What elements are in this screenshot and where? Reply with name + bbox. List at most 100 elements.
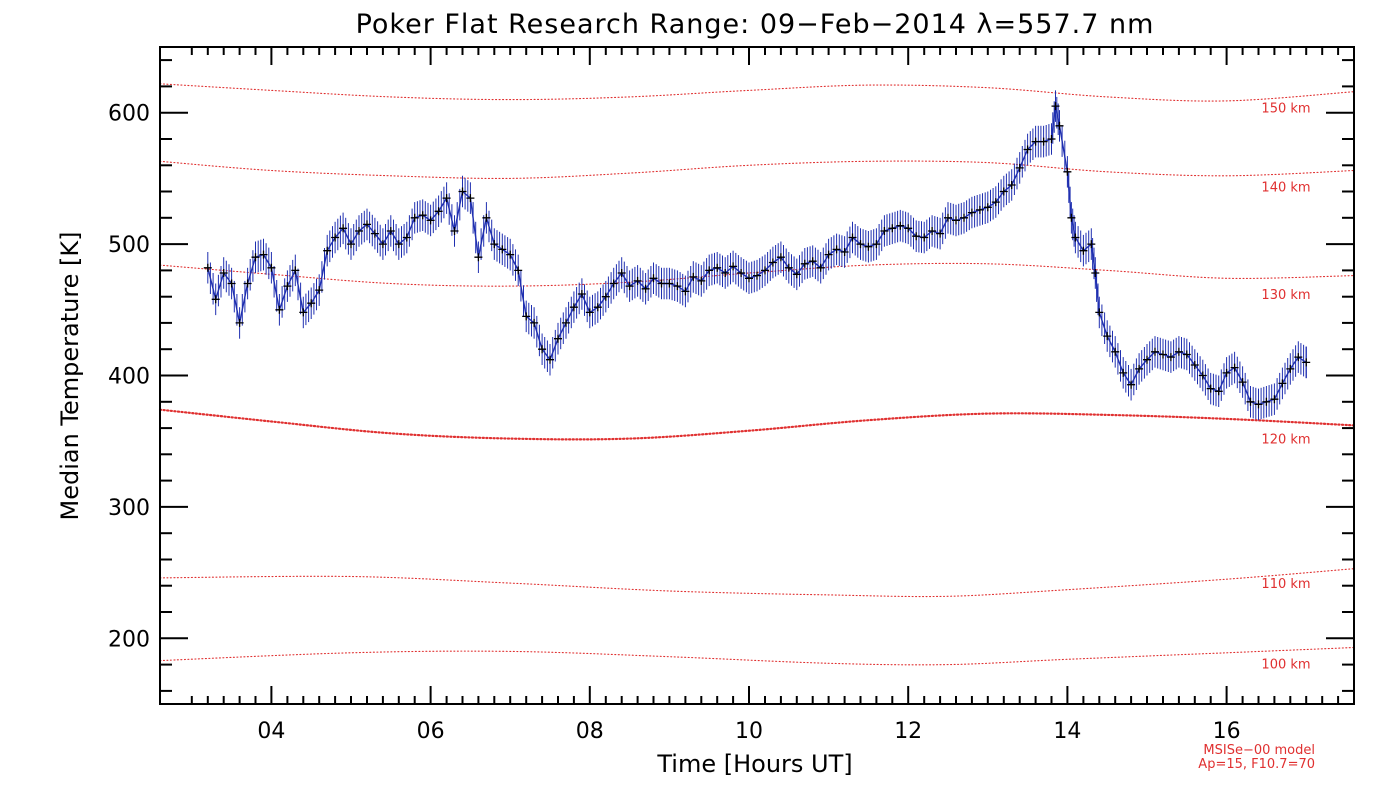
- data-point-marker: [1091, 269, 1100, 277]
- data-point-marker: [745, 274, 753, 283]
- data-point-marker: [967, 208, 976, 217]
- data-point-marker: [975, 205, 984, 214]
- x-tick-label: 16: [1213, 719, 1241, 744]
- data-point-marker: [426, 216, 435, 225]
- data-point-marker: [1270, 395, 1279, 404]
- y-axis-label: Median Temperature [K]: [56, 231, 84, 520]
- altitude-label: 120 km: [1261, 433, 1310, 448]
- data-point-marker: [928, 227, 937, 235]
- data-point-marker: [370, 229, 379, 238]
- data-point-marker: [1103, 332, 1112, 341]
- data-point-marker: [394, 240, 403, 249]
- data-point-marker: [832, 245, 841, 254]
- data-point-marker: [617, 269, 626, 277]
- data-point-marker: [904, 224, 913, 233]
- data-point-marker: [936, 229, 945, 238]
- data-point-marker: [227, 279, 236, 288]
- data-point-marker: [888, 224, 897, 233]
- data-point-marker: [880, 227, 889, 235]
- data-point-marker: [1166, 353, 1175, 362]
- data-point-marker: [1206, 384, 1215, 393]
- x-axis-ticks: 04 06 08 10 12 14 16: [190, 47, 1355, 744]
- data-point-marker: [1067, 213, 1076, 222]
- data-point-marker: [1182, 350, 1191, 359]
- y-tick-label: 400: [108, 365, 150, 390]
- data-point-marker: [402, 233, 411, 242]
- model-curve-100-km: [159, 646, 1355, 666]
- data-point-marker: [211, 295, 220, 304]
- x-tick-label: 12: [894, 719, 922, 744]
- data-point-marker: [1286, 364, 1295, 373]
- data-point-marker: [1238, 378, 1247, 387]
- data-point-marker: [960, 213, 968, 222]
- data-point-marker: [952, 216, 960, 225]
- model-curve-110-km: [159, 568, 1355, 598]
- x-axis-label: Time [Hours UT]: [656, 750, 852, 778]
- chart-title: Poker Flat Research Range: 09−Feb−2014 λ…: [356, 9, 1155, 40]
- data-point-marker: [235, 318, 244, 327]
- data-point-marker: [1023, 145, 1032, 154]
- data-point-marker: [1095, 308, 1104, 317]
- data-point-marker: [657, 279, 666, 288]
- data-point-marker: [753, 271, 761, 280]
- data-point-marker: [920, 233, 929, 242]
- data-point-marker: [203, 263, 212, 272]
- data-point-marker: [1246, 397, 1255, 406]
- model-curve-150-km: [159, 83, 1355, 102]
- altitude-label: 110 km: [1261, 577, 1310, 592]
- altitude-label: 130 km: [1261, 288, 1310, 303]
- data-point-marker: [418, 211, 427, 220]
- data-point-marker: [474, 253, 483, 262]
- data-point-marker: [1051, 102, 1060, 111]
- data-point-marker: [434, 207, 443, 216]
- data-point-marker: [267, 263, 276, 272]
- data-point-marker: [761, 266, 769, 275]
- y-tick-label: 500: [108, 233, 150, 258]
- data-point-marker: [1262, 397, 1271, 406]
- model-curve-120-km: [158, 408, 1356, 441]
- data-point-marker: [1254, 400, 1263, 409]
- altitude-label: 140 km: [1261, 180, 1310, 195]
- data-point-marker: [1007, 181, 1016, 189]
- data-point-marker: [872, 240, 881, 249]
- data-point-marker: [378, 240, 387, 249]
- data-point-marker: [442, 194, 451, 203]
- temperature-series: [203, 90, 1311, 421]
- data-point-marker: [609, 279, 618, 288]
- data-point-marker: [1079, 246, 1088, 255]
- x-tick-label: 14: [1053, 719, 1081, 744]
- data-point-marker: [315, 286, 324, 295]
- data-point-marker: [800, 259, 809, 268]
- model-annotation-line1: MSISe−00 model: [1203, 743, 1315, 758]
- data-point-marker: [1031, 137, 1040, 146]
- data-point-marker: [697, 276, 706, 285]
- altitude-label: 100 km: [1261, 657, 1310, 672]
- data-point-marker: [1143, 355, 1151, 364]
- data-point-marker: [1302, 358, 1311, 367]
- data-point-marker: [944, 213, 952, 222]
- altitude-labels: 150 km 140 km 130 km 120 km 110 km 100 km: [1261, 101, 1310, 672]
- data-point-marker: [1111, 347, 1120, 356]
- data-point-marker: [593, 303, 602, 312]
- data-point-marker: [737, 269, 746, 277]
- data-point-marker: [283, 282, 292, 291]
- data-point-marker: [768, 258, 777, 267]
- data-point-marker: [482, 213, 491, 222]
- data-point-marker: [721, 269, 730, 277]
- data-point-marker: [808, 257, 817, 266]
- data-point-marker: [991, 198, 1000, 207]
- data-point-marker: [633, 276, 642, 285]
- data-point-marker: [562, 318, 570, 327]
- data-point-marker: [1151, 347, 1159, 356]
- data-point-marker: [490, 240, 499, 249]
- data-point-marker: [840, 248, 849, 256]
- data-point-marker: [466, 194, 475, 203]
- data-point-marker: [363, 220, 371, 229]
- data-point-marker: [251, 253, 260, 262]
- data-point-marker: [1047, 135, 1056, 143]
- data-point-marker: [983, 203, 992, 212]
- model-curve-130-km: [159, 262, 1355, 287]
- data-point-marker: [506, 250, 515, 259]
- y-axis-ticks: 200 300 400 500 600: [108, 59, 1354, 692]
- data-point-marker: [864, 242, 873, 251]
